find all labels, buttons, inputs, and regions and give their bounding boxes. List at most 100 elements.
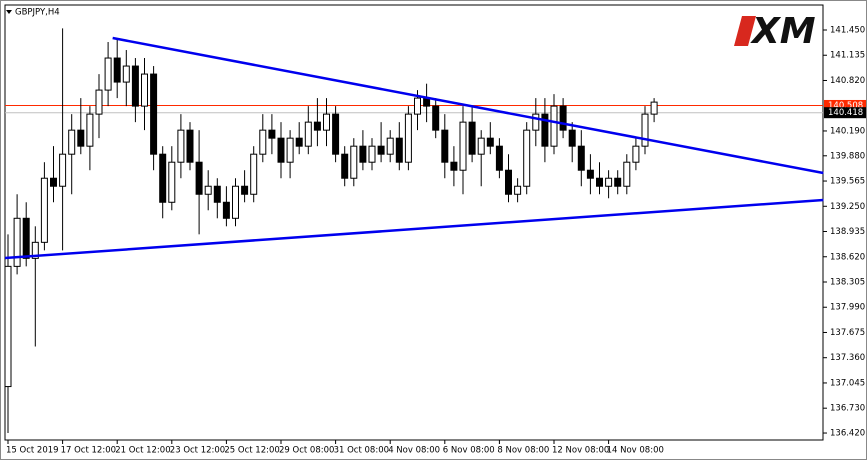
y-tick-label: 138.620 <box>830 252 865 262</box>
candle-body <box>59 153 67 187</box>
candle-body <box>131 65 139 107</box>
y-tick-label: 139.250 <box>830 202 865 212</box>
candle-body <box>141 73 148 107</box>
x-tick-label: 12 Nov 08:00 <box>552 446 609 456</box>
candle-body <box>332 113 340 155</box>
candle-body <box>195 161 203 195</box>
candle-body <box>605 177 613 187</box>
candle-body <box>232 185 239 219</box>
y-tick-label: 138.305 <box>830 277 865 287</box>
candle-body <box>350 145 358 179</box>
candle-body <box>186 129 194 163</box>
x-tick-label: 31 Oct 08:00 <box>334 446 389 456</box>
trendline <box>112 36 824 175</box>
candle-body <box>623 161 631 187</box>
x-tick-label: 15 Oct 2019 <box>6 446 59 456</box>
candle-body <box>313 121 321 131</box>
candle-body <box>22 217 30 259</box>
candle-body <box>477 137 485 155</box>
trendline <box>4 198 824 260</box>
candle-body <box>177 129 185 163</box>
candle-body <box>204 185 212 195</box>
y-tick-label: 136.730 <box>830 404 865 414</box>
candle-body <box>486 137 494 147</box>
watermark-logo: XM <box>750 11 816 52</box>
candle-body <box>632 145 640 163</box>
x-tick-label: 29 Oct 08:00 <box>279 446 334 456</box>
candle-body <box>259 129 267 155</box>
candle-body <box>450 161 458 171</box>
candle-body <box>304 121 312 147</box>
y-tick-label: 136.420 <box>830 429 865 439</box>
symbol-menu-icon[interactable] <box>6 10 12 14</box>
candle-body <box>432 105 440 131</box>
candle-body <box>4 265 12 388</box>
candle-body <box>505 169 512 195</box>
candle-body <box>277 137 285 163</box>
candle-body <box>13 217 21 267</box>
candle-body <box>122 65 130 83</box>
y-tick-label: 137.045 <box>830 378 865 388</box>
candle-body <box>395 137 403 163</box>
candle-body <box>86 113 94 147</box>
candle-body <box>650 101 658 115</box>
candle-body <box>523 129 531 187</box>
bid-line-tag <box>824 107 866 119</box>
candle-body <box>213 185 221 203</box>
candle-body <box>113 57 121 83</box>
ask-line-label: 140.508 <box>828 101 863 111</box>
y-tick-label: 137.990 <box>830 303 865 313</box>
x-tick-label: 21 Oct 12:00 <box>115 446 170 456</box>
candle-body <box>541 113 549 147</box>
candle-body <box>241 185 249 195</box>
candle-body <box>377 145 385 155</box>
candle-body <box>386 137 394 155</box>
bid-line-label: 140.418 <box>828 108 863 118</box>
candle-body <box>368 145 376 163</box>
candle-body <box>550 105 558 147</box>
candle-body <box>341 153 349 179</box>
x-tick-label: 23 Oct 12:00 <box>170 446 225 456</box>
x-tick-label: 14 Nov 08:00 <box>607 446 664 456</box>
ask-line-tag <box>824 99 866 111</box>
candle-body <box>77 129 85 147</box>
x-tick-label: 17 Oct 12:00 <box>61 446 116 456</box>
x-tick-label: 25 Oct 12:00 <box>224 446 279 456</box>
candle-body <box>514 185 522 195</box>
y-tick-label: 141.450 <box>830 25 865 35</box>
candle-body <box>359 145 367 163</box>
x-tick-label: 6 Nov 08:00 <box>443 446 495 456</box>
candle-body <box>222 201 230 219</box>
plot-border <box>4 4 824 441</box>
candle-body <box>268 129 276 139</box>
candle-body <box>159 153 167 203</box>
candle-body <box>104 57 112 91</box>
candle-body <box>559 105 567 131</box>
y-tick-label: 139.565 <box>830 177 865 187</box>
candle-body <box>250 153 258 195</box>
x-tick-label: 8 Nov 08:00 <box>497 446 549 456</box>
candle-body <box>577 145 585 171</box>
y-tick-label: 137.675 <box>830 328 865 338</box>
candle-body <box>532 113 540 131</box>
y-tick-label: 141.135 <box>830 51 865 61</box>
candle-body <box>323 113 330 131</box>
candle-body <box>50 177 57 187</box>
y-tick-label: 137.360 <box>830 353 865 363</box>
candle-body <box>31 241 39 259</box>
candle-body <box>468 121 476 155</box>
y-tick-label: 140.190 <box>830 126 865 136</box>
candle-body <box>459 121 467 171</box>
chart-title: GBPJPY,H4 <box>15 8 60 18</box>
candle-body <box>168 161 176 203</box>
y-tick-label: 140.820 <box>830 76 865 86</box>
candle-body <box>586 169 594 179</box>
candle-body <box>495 145 503 171</box>
candle-body <box>614 177 622 187</box>
y-tick-label: 138.935 <box>830 227 865 237</box>
candle-body <box>295 137 303 147</box>
x-tick-label: 4 Nov 08:00 <box>388 446 440 456</box>
candle-body <box>95 89 103 115</box>
candle-body <box>596 177 603 187</box>
